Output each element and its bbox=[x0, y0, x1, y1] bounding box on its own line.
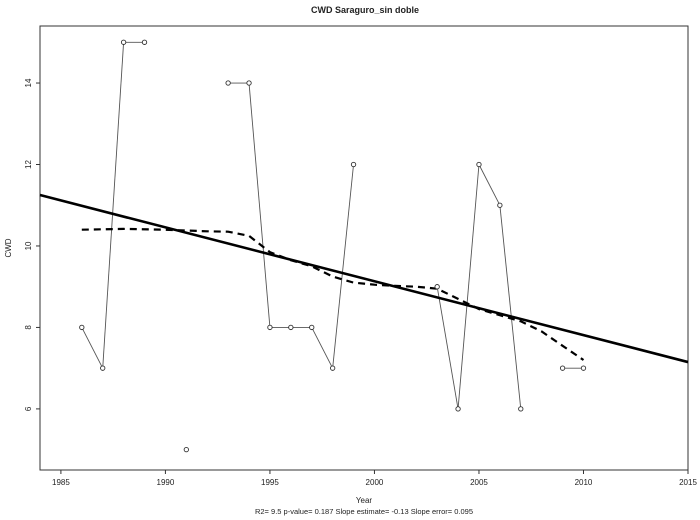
observed-point bbox=[79, 324, 85, 331]
observed-segment bbox=[248, 82, 271, 328]
x-tick-label: 1985 bbox=[52, 478, 70, 487]
observed-point bbox=[141, 39, 148, 45]
observed-point bbox=[183, 446, 189, 453]
x-tick-label: 2010 bbox=[575, 478, 593, 487]
observed-point bbox=[225, 80, 231, 86]
x-tick-label: 2015 bbox=[679, 478, 697, 487]
observed-point bbox=[476, 161, 482, 168]
x-axis: 1985 1990 1995 2000 2005 2010 2015 bbox=[52, 470, 697, 487]
observed-segment bbox=[499, 205, 522, 409]
y-tick-label: 14 bbox=[24, 78, 33, 87]
observed-point bbox=[329, 365, 336, 371]
observed-segment bbox=[332, 164, 354, 369]
observed-point bbox=[100, 365, 106, 371]
x-tick-label: 1995 bbox=[261, 478, 279, 487]
smoothed-curve bbox=[81, 227, 585, 361]
stats-footer: R2= 9.5 p-value= 0.187 Slope estimate= -… bbox=[255, 507, 473, 516]
observed-point bbox=[434, 284, 440, 290]
series-layer bbox=[39, 39, 689, 453]
observed-point bbox=[309, 324, 315, 331]
observed-segment bbox=[436, 286, 459, 409]
plot-frame bbox=[39, 25, 689, 471]
y-axis-label: CWD bbox=[4, 238, 13, 257]
observed-point bbox=[350, 161, 357, 168]
observed-point bbox=[455, 406, 461, 412]
observed-point bbox=[288, 324, 294, 331]
y-tick-label: 8 bbox=[24, 325, 33, 330]
trend-line bbox=[39, 193, 689, 364]
chart-title: CWD Saraguro_sin doble bbox=[311, 5, 419, 15]
observed-point bbox=[518, 406, 524, 412]
x-axis-label: Year bbox=[356, 496, 373, 505]
y-axis: 6 8 10 12 14 bbox=[24, 78, 40, 411]
observed-point bbox=[559, 365, 566, 371]
observed-point bbox=[120, 39, 127, 45]
y-tick-label: 12 bbox=[24, 159, 33, 168]
observed-segment bbox=[81, 327, 104, 369]
x-tick-label: 2005 bbox=[470, 478, 488, 487]
y-tick-label: 6 bbox=[24, 406, 33, 411]
x-tick-label: 2000 bbox=[366, 478, 384, 487]
observed-segment bbox=[102, 42, 125, 369]
observed-point bbox=[580, 365, 587, 371]
observed-segment bbox=[457, 164, 480, 409]
observed-point bbox=[246, 80, 252, 86]
observed-point bbox=[267, 324, 273, 331]
observed-segment bbox=[311, 327, 334, 369]
y-tick-label: 10 bbox=[24, 241, 33, 250]
x-tick-label: 1990 bbox=[157, 478, 175, 487]
observed-segment bbox=[478, 164, 501, 206]
observed-point bbox=[497, 202, 503, 208]
